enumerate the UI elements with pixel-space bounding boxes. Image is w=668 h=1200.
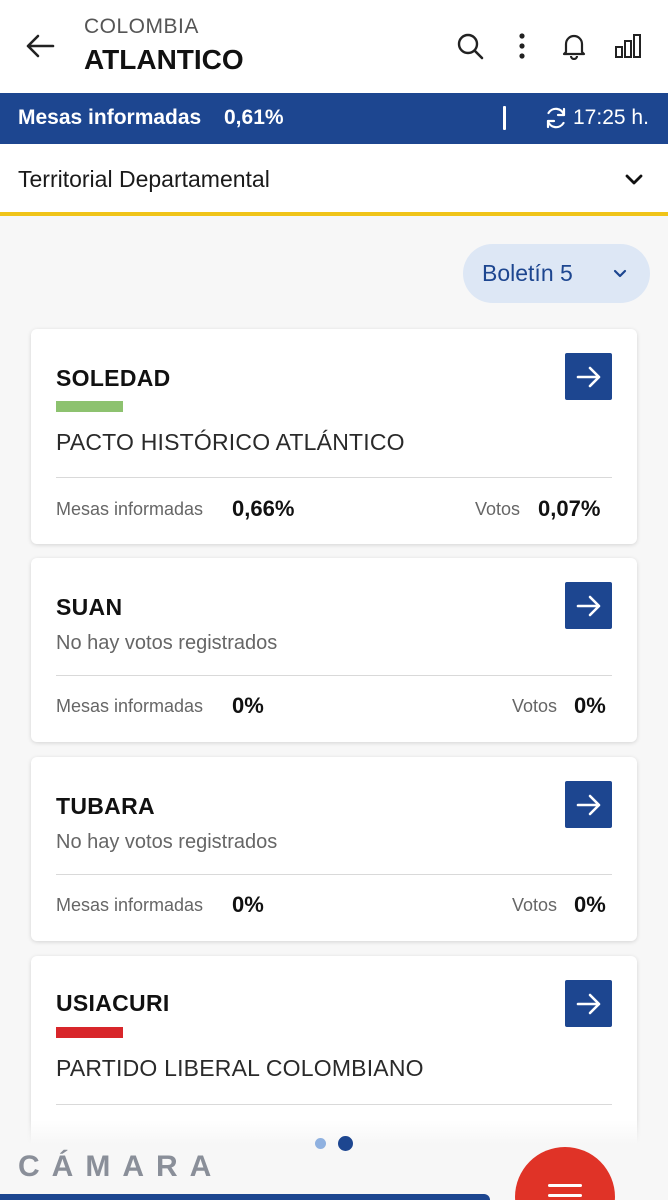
no-votes-message: No hay votos registrados (56, 831, 278, 853)
party-name: PARTIDO LIBERAL COLOMBIANO (56, 1055, 424, 1081)
refresh-icon[interactable] (543, 105, 569, 131)
app-header: COLOMBIA ATLANTICO (0, 0, 668, 93)
divider (56, 477, 612, 478)
mesas-value: 0,66% (232, 496, 295, 521)
municipality-name: USIACURI (56, 990, 170, 1016)
chevron-down-icon (609, 262, 631, 284)
status-bar: Mesas informadas 0,61% 17:25 h. (0, 93, 668, 144)
bell-icon[interactable] (556, 28, 592, 64)
municipality-name: TUBARA (56, 793, 155, 819)
search-icon[interactable] (452, 28, 488, 64)
municipality-card[interactable]: TUBARA No hay votos registrados Mesas in… (31, 757, 637, 941)
votos-label: Votos (475, 499, 521, 519)
status-label: Mesas informadas (18, 106, 202, 129)
votos-label: Votos (512, 895, 558, 915)
party-color-bar (56, 401, 123, 412)
party-name: PACTO HISTÓRICO ATLÁNTICO (56, 429, 405, 455)
boletin-dropdown[interactable]: Boletín 5 (463, 244, 650, 303)
bottom-nav-bar (0, 1194, 490, 1200)
chevron-down-icon (622, 168, 646, 192)
municipality-card[interactable]: SUAN No hay votos registrados Mesas info… (31, 558, 637, 742)
municipality-name: SOLEDAD (56, 365, 171, 391)
arrow-right-icon[interactable] (565, 582, 612, 629)
page-indicator-dot-active[interactable] (338, 1136, 353, 1151)
selector-label: Territorial Departamental (18, 166, 270, 192)
votos-value: 0,07% (538, 496, 601, 521)
mesas-value: 0% (232, 693, 264, 718)
party-color-bar (56, 1027, 123, 1038)
arrow-right-icon[interactable] (565, 980, 612, 1027)
brand-logo-text: CÁMARA (18, 1150, 224, 1183)
votos-value: 0% (574, 693, 606, 718)
page-title: ATLANTICO (84, 44, 244, 75)
no-votes-message: No hay votos registrados (56, 632, 278, 654)
boletin-label: Boletín 5 (482, 260, 573, 286)
bar-chart-icon[interactable] (610, 28, 646, 64)
menu-icon (548, 1184, 582, 1200)
status-divider (503, 106, 506, 130)
more-vertical-icon[interactable] (504, 28, 540, 64)
votos-value: 0% (574, 892, 606, 917)
arrow-right-icon[interactable] (565, 781, 612, 828)
divider (56, 874, 612, 875)
status-percent: 0,61% (224, 106, 284, 129)
divider (56, 1104, 612, 1105)
arrow-left-icon[interactable] (22, 28, 58, 64)
municipality-name: SUAN (56, 594, 123, 620)
status-time: 17:25 h. (573, 106, 649, 129)
arrow-right-icon[interactable] (565, 353, 612, 400)
municipality-card[interactable]: SOLEDAD PACTO HISTÓRICO ATLÁNTICO Mesas … (31, 329, 637, 544)
breadcrumb: COLOMBIA (84, 15, 199, 38)
mesas-value: 0% (232, 892, 264, 917)
territorial-selector[interactable]: Territorial Departamental (0, 144, 668, 216)
mesas-label: Mesas informadas (56, 499, 204, 519)
divider (56, 675, 612, 676)
mesas-label: Mesas informadas (56, 696, 204, 716)
page-indicator-dot[interactable] (315, 1138, 326, 1149)
mesas-label: Mesas informadas (56, 895, 204, 915)
votos-label: Votos (512, 696, 558, 716)
